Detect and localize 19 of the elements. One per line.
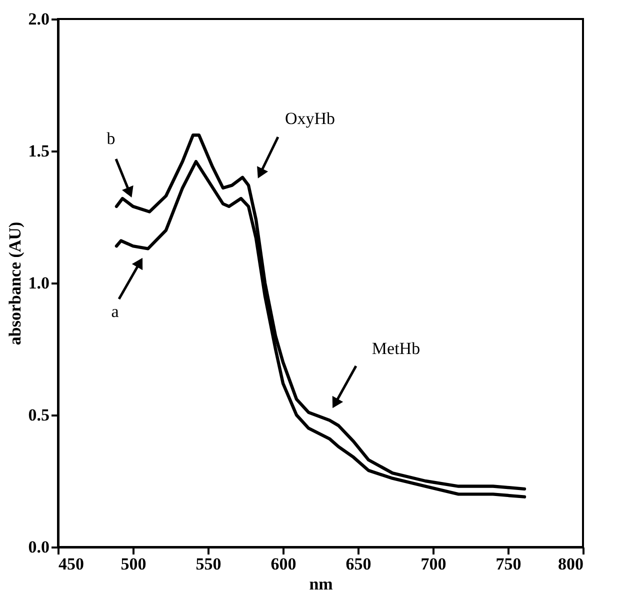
x-tick-label: 650	[346, 554, 372, 574]
annotation: a	[111, 302, 120, 321]
y-tick-label: 1.5	[28, 142, 50, 160]
x-tick-label: 550	[196, 554, 222, 574]
y-tick-label: 0.0	[28, 538, 50, 556]
x-tick-label: 450	[58, 554, 84, 574]
x-tick-label: 800	[558, 554, 584, 574]
x-tick-label: 600	[270, 554, 296, 574]
x-tick-label: 750	[496, 554, 522, 574]
annotation: MetHb	[372, 339, 420, 358]
annotation: b	[106, 129, 116, 148]
y-axis-title: absorbance (AU)	[5, 222, 24, 346]
annotation: OxyHb	[284, 109, 336, 128]
y-tick-label: 1.0	[28, 274, 50, 292]
y-tick-label: 0.5	[28, 406, 50, 424]
x-tick-label: 700	[420, 554, 446, 574]
y-tick-label: 2.0	[28, 10, 50, 28]
x-tick-label: 500	[120, 554, 146, 574]
x-axis-title: nm	[309, 574, 333, 594]
